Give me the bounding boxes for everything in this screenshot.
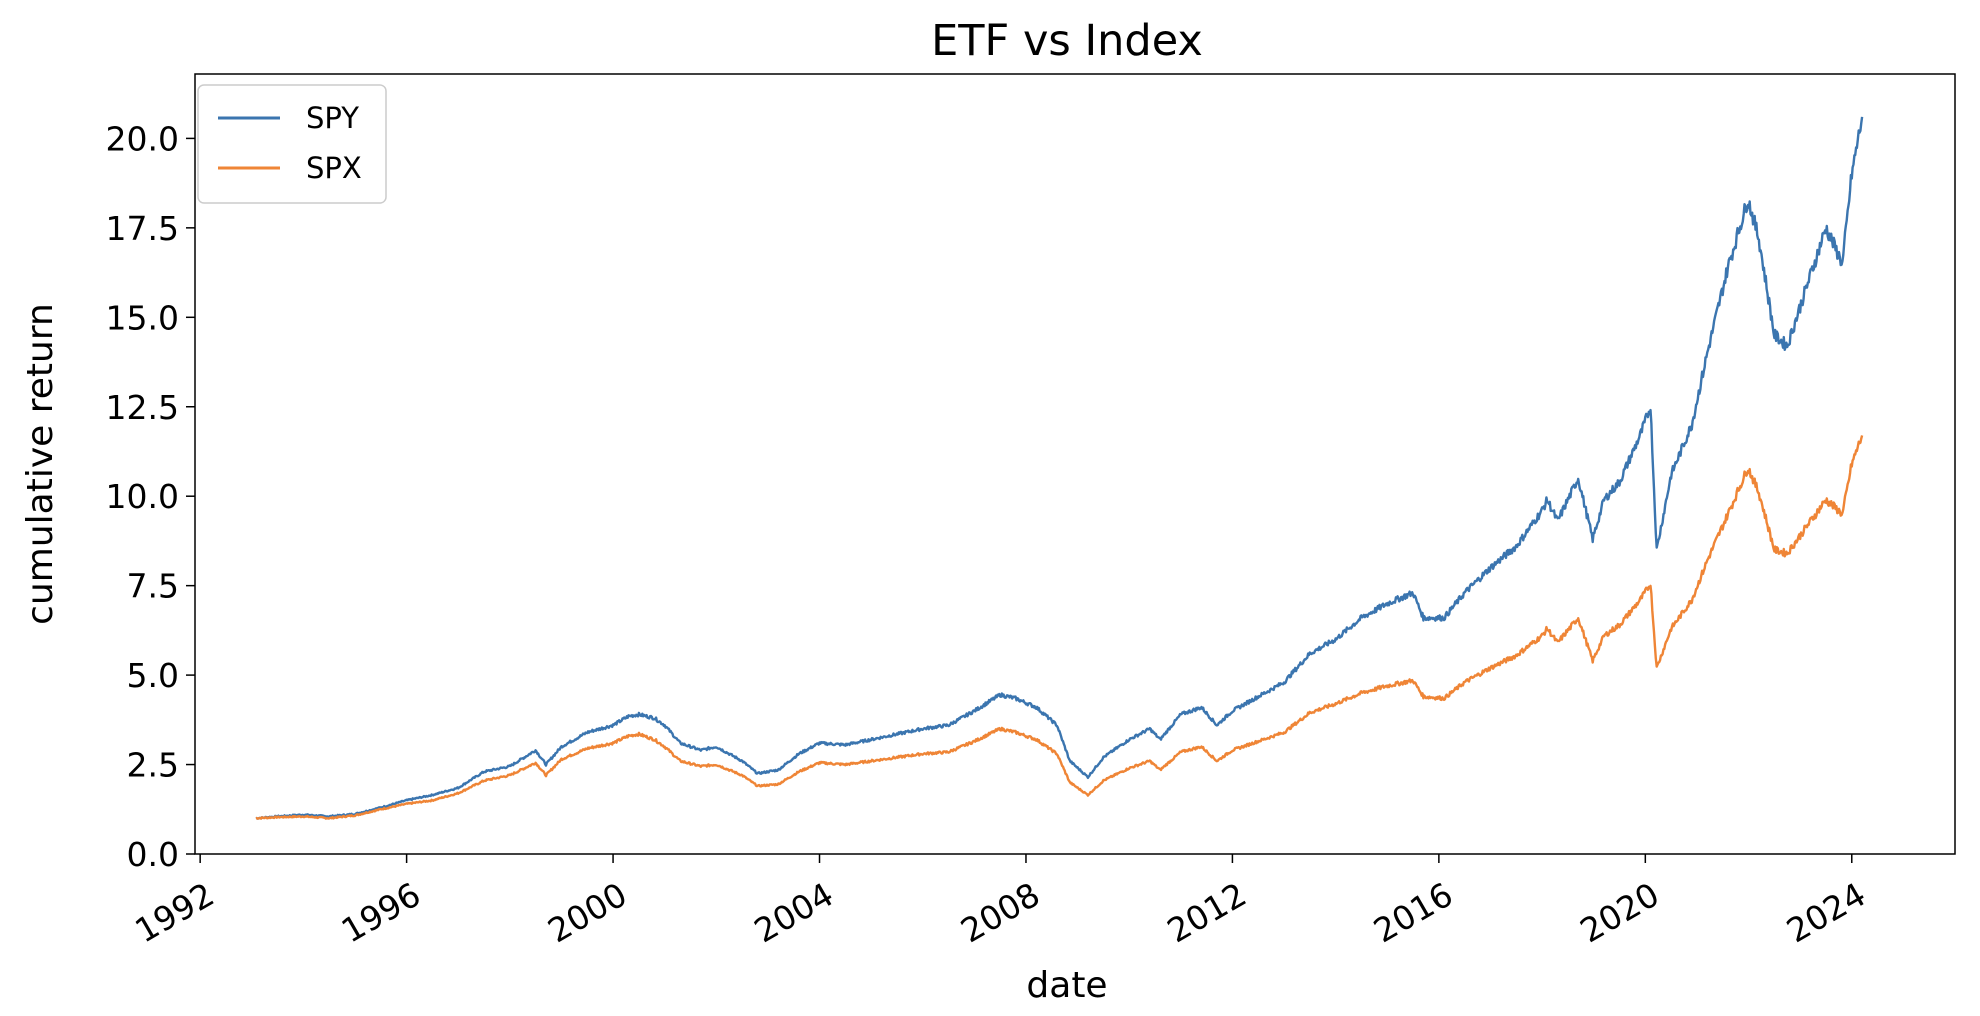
y-axis-title: cumulative return xyxy=(20,303,61,625)
legend-label-spy: SPY xyxy=(306,101,359,135)
series-layer xyxy=(255,116,1864,820)
legend-label-spx: SPX xyxy=(306,151,362,185)
x-axis-title: date xyxy=(1026,965,1107,1006)
legend-box xyxy=(197,84,387,204)
y-tick-label: 17.5 xyxy=(106,209,179,248)
series-line-spy xyxy=(255,116,1864,820)
y-tick-label: 7.5 xyxy=(127,567,179,606)
chart-title: ETF vs Index xyxy=(931,16,1203,66)
y-tick-label: 10.0 xyxy=(106,477,179,516)
plot-frame xyxy=(194,73,1956,855)
y-tick-label: 20.0 xyxy=(106,119,179,158)
series-line-spx xyxy=(255,435,1864,820)
y-tick-label: 2.5 xyxy=(127,746,179,785)
y-tick-label: 12.5 xyxy=(106,388,179,427)
legend: SPY SPX xyxy=(197,84,387,204)
y-tick-label: 5.0 xyxy=(127,656,179,695)
y-axis: 0.0 2.5 5.0 7.5 10.0 12.5 15.0 17.5 20.0 xyxy=(106,119,195,874)
y-tick-label: 15.0 xyxy=(106,298,179,337)
y-tick-label: 0.0 xyxy=(127,835,179,874)
